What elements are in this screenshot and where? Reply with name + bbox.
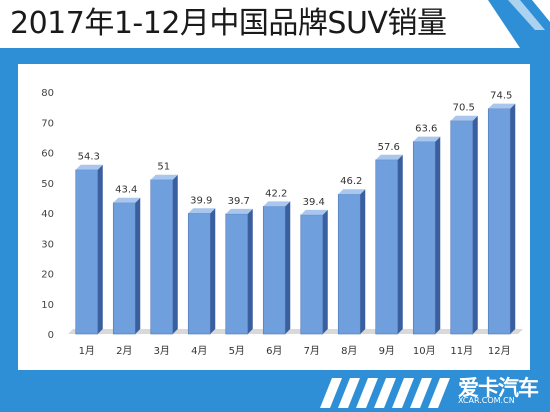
bar-side: [397, 154, 403, 334]
bar-top: [300, 209, 328, 215]
bar-side: [247, 208, 253, 334]
bar-chart: 0 10 20 30 40 50 60 70 80 54.3 1月 43.4 2月 51 3月 39.9 4月 3…: [41, 88, 523, 357]
bar-front: [450, 120, 474, 335]
bar-front: [112, 202, 136, 335]
header-bar: [0, 0, 550, 48]
bar-side: [285, 201, 291, 334]
bar-6: [262, 201, 291, 335]
y-tick-label: 50: [41, 179, 54, 190]
x-tick-label: 6月: [266, 345, 282, 357]
bar-value-label: 70.5: [453, 103, 475, 114]
bar-front: [262, 206, 286, 335]
bar-value-label: 74.5: [490, 91, 512, 102]
bar-value-label: 39.4: [303, 197, 325, 208]
header-accent: [488, 0, 550, 48]
bar-1: [75, 164, 103, 335]
bar-front: [75, 169, 99, 335]
bar-front: [487, 108, 511, 335]
bar-top: [150, 174, 178, 180]
chart-panel: 0 10 20 30 40 50 60 70 80 54.3 1月 43.4 2月 51 3月 39.9 4月 3…: [18, 64, 530, 370]
x-tick-label: 4月: [191, 345, 207, 357]
logo-url: XCAR.COM.CN: [458, 396, 515, 405]
x-tick-label: 7月: [304, 345, 320, 357]
x-tick-label: 8月: [341, 345, 357, 357]
y-tick-label: 70: [41, 118, 54, 129]
page-title: 2017年1-12月中国品牌SUV销量: [10, 6, 447, 41]
bar-5: [225, 208, 253, 335]
y-tick-label: 10: [41, 300, 54, 311]
bar-2: [112, 197, 141, 335]
bar-top: [488, 103, 516, 109]
bar-front: [375, 159, 399, 335]
bar-3: [150, 174, 178, 335]
x-tick-label: 12月: [488, 345, 511, 357]
x-tick-label: 1月: [79, 345, 95, 357]
y-tick-label: 20: [41, 270, 54, 281]
bar-9: [375, 154, 403, 335]
y-tick-label: 60: [41, 149, 54, 160]
bar-top: [375, 154, 403, 160]
bar-top: [338, 189, 366, 195]
bar-front: [150, 179, 174, 335]
x-tick-label: 5月: [229, 345, 245, 357]
chart-floor: [68, 329, 523, 334]
bar-10: [412, 136, 441, 335]
footer-stripes: [320, 378, 450, 408]
y-tick-label: 40: [41, 209, 54, 220]
x-tick-label: 11月: [450, 345, 473, 357]
bar-front: [337, 193, 361, 335]
bar-4: [187, 208, 216, 335]
bar-front: [187, 213, 211, 335]
bar-side: [435, 136, 441, 334]
bar-front: [300, 214, 324, 335]
x-tick-label: 2月: [116, 345, 132, 357]
bar-side: [360, 189, 366, 334]
bar-top: [113, 197, 141, 203]
bar-top: [188, 208, 216, 214]
bar-11: [450, 115, 478, 335]
logo: 爱卡汽车: [458, 376, 539, 400]
bar-value-label: 54.3: [78, 152, 100, 163]
bar-side: [510, 103, 516, 334]
bar-top: [225, 208, 253, 214]
bar-front: [412, 141, 436, 335]
bar-12: [487, 103, 516, 335]
bar-value-label: 57.6: [378, 142, 400, 153]
bar-value-label: 39.7: [228, 196, 250, 207]
bar-value-label: 46.2: [340, 176, 362, 187]
x-tick-label: 3月: [154, 345, 170, 357]
bar-value-label: 43.4: [115, 185, 137, 196]
bar-top: [75, 164, 103, 170]
bar-side: [135, 197, 141, 334]
bar-side: [472, 115, 478, 334]
bar-top: [450, 115, 478, 121]
bar-value-label: 42.2: [265, 188, 287, 199]
bar-8: [337, 189, 366, 335]
y-tick-label: 0: [48, 330, 54, 341]
bar-top: [413, 136, 441, 142]
bar-top: [263, 201, 291, 207]
y-tick-label: 30: [41, 239, 54, 250]
bar-side: [322, 209, 328, 334]
y-tick-label: 80: [41, 88, 54, 99]
bar-value-label: 39.9: [190, 195, 212, 206]
bar-value-label: 63.6: [415, 124, 437, 135]
bar-front: [225, 213, 249, 335]
bar-value-label: 51: [157, 162, 170, 173]
bar-side: [210, 208, 216, 334]
x-tick-label: 9月: [379, 345, 395, 357]
bar-side: [172, 174, 178, 334]
x-tick-label: 10月: [413, 345, 436, 357]
bar-side: [97, 164, 103, 334]
bar-7: [300, 209, 328, 335]
